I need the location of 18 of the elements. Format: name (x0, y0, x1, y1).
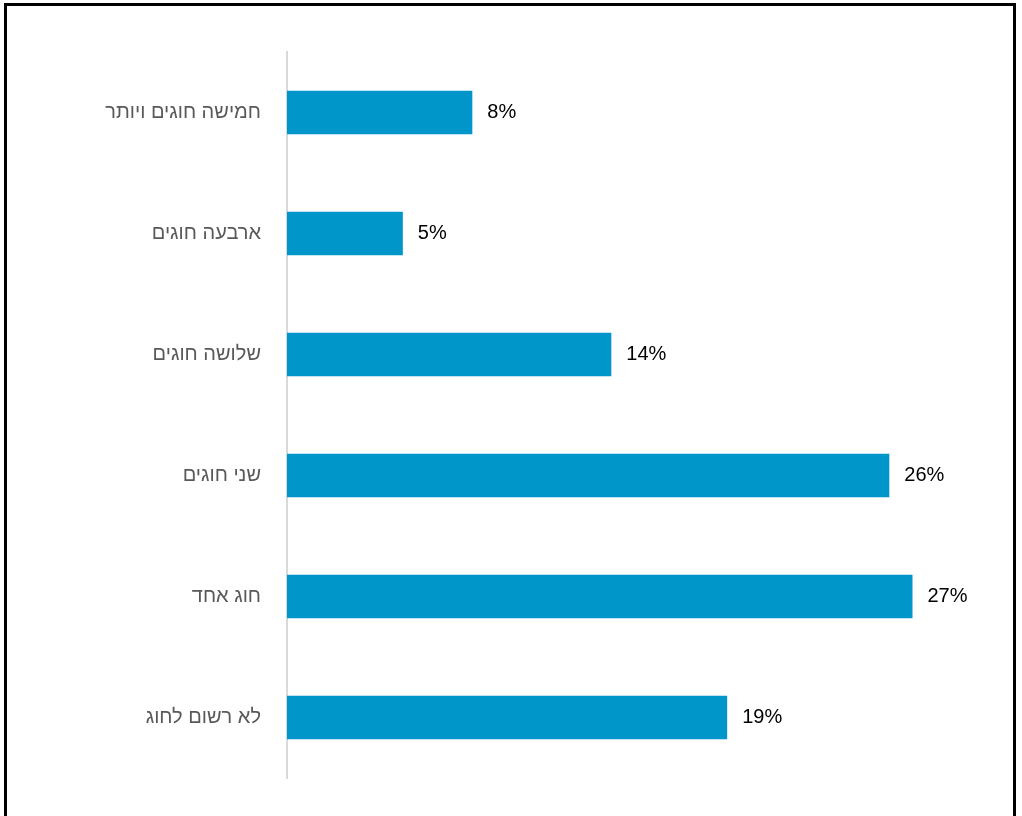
bar (287, 332, 612, 377)
bar (287, 90, 473, 135)
y-tick-label: חמישה חוגים ויותר (105, 100, 261, 123)
y-tick-label: לא רשום לחוג (145, 705, 261, 728)
data-label: 8% (487, 100, 517, 123)
y-tick-label: חוג אחד (191, 584, 261, 607)
data-label: 14% (626, 342, 667, 365)
bar (287, 453, 890, 498)
data-label: 26% (904, 463, 945, 486)
bar (287, 695, 728, 740)
bar (287, 211, 403, 256)
data-label: 19% (742, 705, 783, 728)
y-tick-label: ארבעה חוגים (151, 221, 262, 244)
data-label: 27% (927, 584, 968, 607)
data-label: 5% (417, 221, 447, 244)
y-tick-label: שני חוגים (182, 463, 261, 486)
y-tick-label: שלושה חוגים (152, 342, 261, 365)
bar (287, 574, 913, 619)
